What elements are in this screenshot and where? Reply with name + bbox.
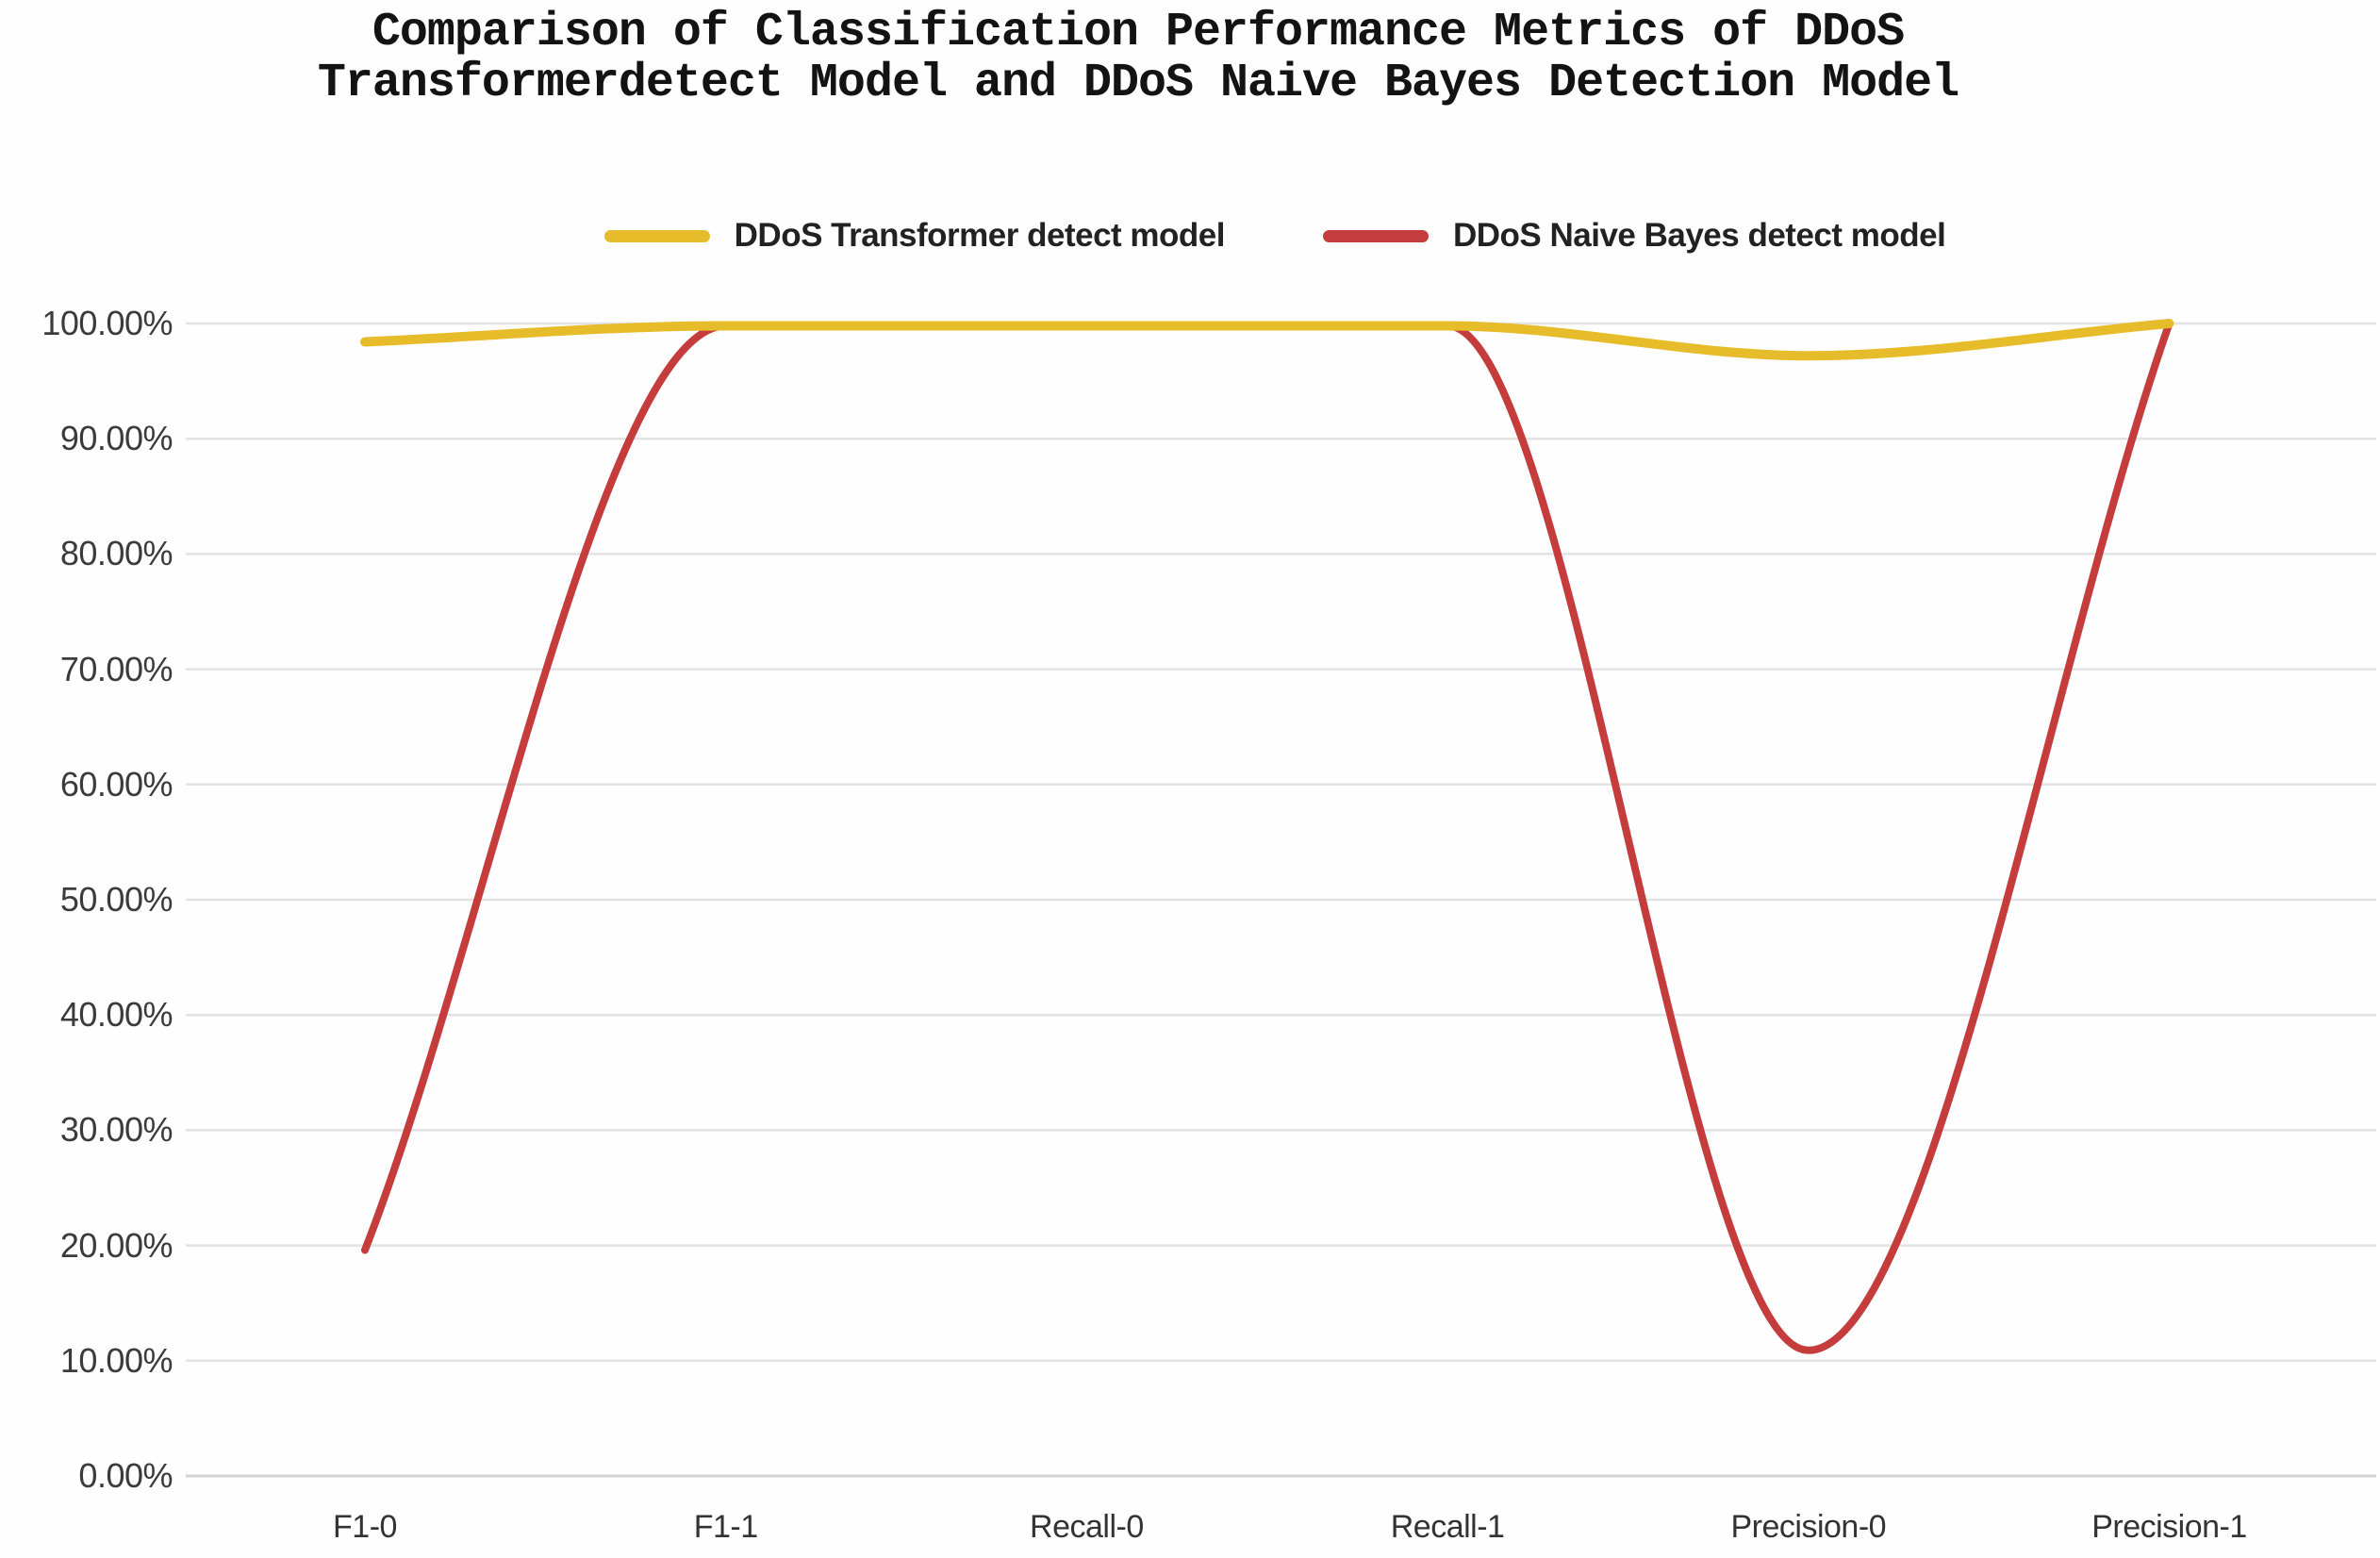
legend-swatch-transformer-icon <box>603 229 710 242</box>
legend-label-transformer: DDoS Transformer detect model <box>734 217 1226 254</box>
x-tick-label-recall-1: Recall-1 <box>1390 1509 1505 1545</box>
chart-title-line1: Comparison of Classification Performance… <box>372 6 1905 59</box>
x-tick-label-f1-1: F1-1 <box>693 1509 758 1545</box>
y-tick-label: 90.00% <box>59 419 174 458</box>
y-tick-label: 30.00% <box>59 1110 174 1150</box>
chart-title: Comparison of Classification Performance… <box>0 0 2380 108</box>
legend-item-transformer[interactable]: DDoS Transformer detect model <box>603 217 1226 255</box>
y-tick-label: 50.00% <box>59 880 174 919</box>
y-tick-label: 70.00% <box>59 649 174 688</box>
legend: DDoS Transformer detect model DDoS Naive… <box>0 217 2380 255</box>
series-line-ddos-transformer-detect-model <box>360 319 2174 361</box>
x-tick-label-precision-1: Precision-1 <box>2091 1509 2247 1545</box>
y-tick-label: 20.00% <box>59 1225 174 1265</box>
legend-swatch-naive-bayes-icon <box>1322 229 1429 242</box>
y-tick-label: 60.00% <box>59 764 174 804</box>
y-tick-label: 40.00% <box>59 995 174 1035</box>
y-tick-label: 10.00% <box>59 1340 174 1380</box>
legend-label-naive-bayes: DDoS Naive Bayes detect model <box>1452 217 1946 254</box>
y-tick-label: 80.00% <box>59 534 174 573</box>
x-tick-label-f1-0: F1-0 <box>333 1509 397 1545</box>
chart-title-line2: Transformerdetect Model and DDoS Naive B… <box>317 57 1959 110</box>
legend-item-naive-bayes[interactable]: DDoS Naive Bayes detect model <box>1322 217 1946 255</box>
x-tick-label-recall-0: Recall-0 <box>1030 1509 1144 1545</box>
series-line-ddos-naive-bayes-detect-model <box>361 320 2173 1354</box>
y-tick-label: 100.00% <box>41 304 173 342</box>
y-tick-label: 0.00% <box>78 1456 173 1495</box>
x-tick-label-precision-0: Precision-0 <box>1730 1509 1887 1545</box>
